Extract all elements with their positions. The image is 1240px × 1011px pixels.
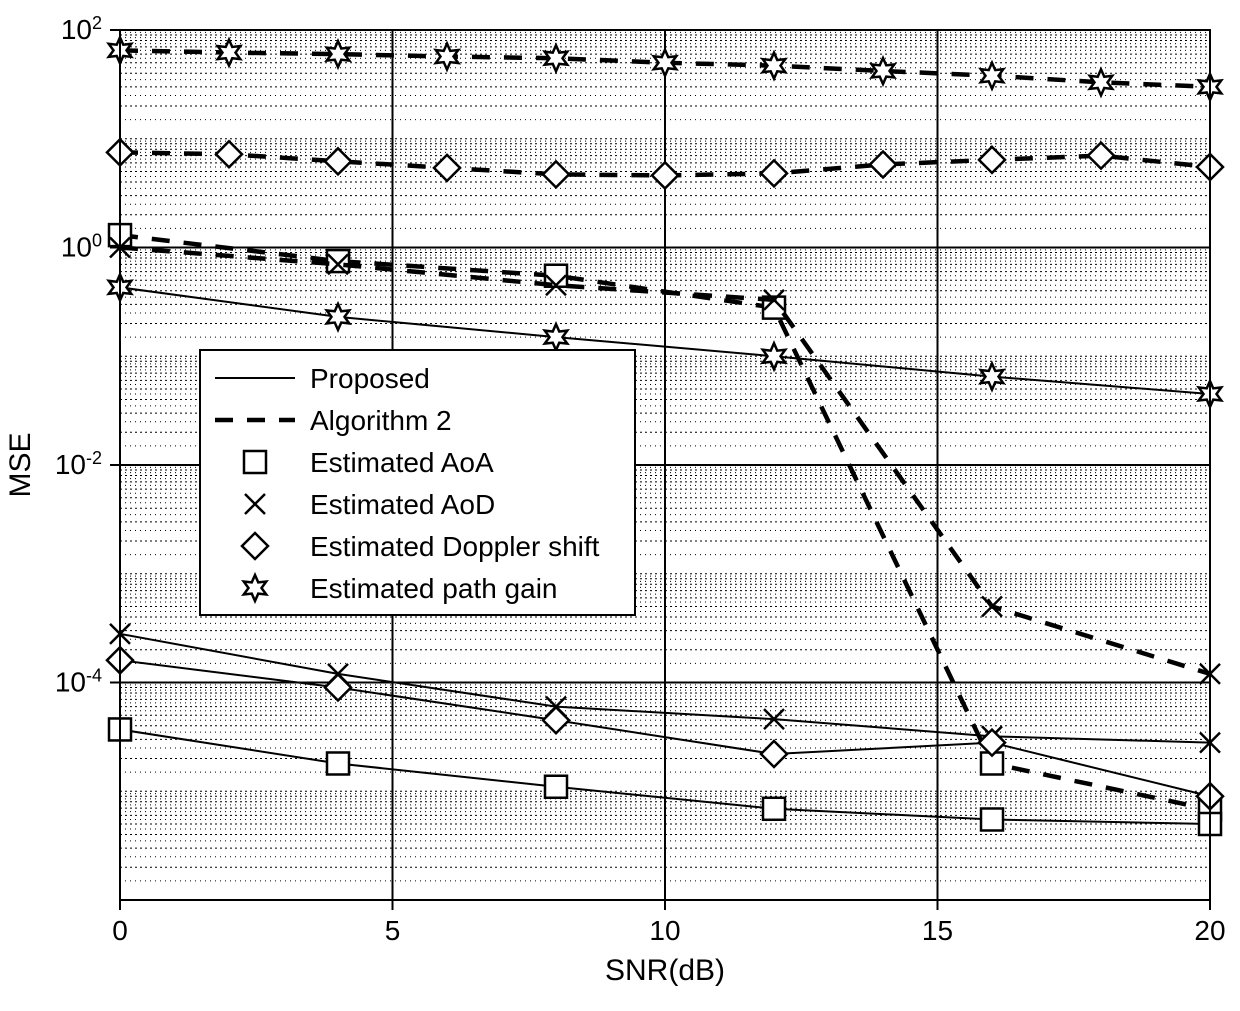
ylabel: MSE: [4, 432, 37, 497]
xtick-label: 10: [649, 915, 680, 946]
svg-text:102: 102: [61, 13, 102, 45]
svg-text:Estimated path gain: Estimated path gain: [310, 573, 558, 604]
xtick-label: 15: [922, 915, 953, 946]
svg-text:Estimated Doppler shift: Estimated Doppler shift: [310, 531, 600, 562]
svg-text:10-2: 10-2: [55, 448, 102, 480]
svg-text:Estimated AoD: Estimated AoD: [310, 489, 495, 520]
svg-text:100: 100: [61, 231, 102, 263]
xtick-label: 0: [112, 915, 128, 946]
xtick-label: 20: [1194, 915, 1225, 946]
legend: Proposed Algorithm 2 Estimated AoA Estimate…: [200, 350, 635, 615]
svg-text:Proposed: Proposed: [310, 363, 430, 394]
xlabel: SNR(dB): [605, 954, 725, 987]
xtick-label: 5: [385, 915, 401, 946]
svg-text:Algorithm 2: Algorithm 2: [310, 405, 452, 436]
svg-text:Estimated AoA: Estimated AoA: [310, 447, 494, 478]
svg-text:10-4: 10-4: [55, 666, 102, 698]
